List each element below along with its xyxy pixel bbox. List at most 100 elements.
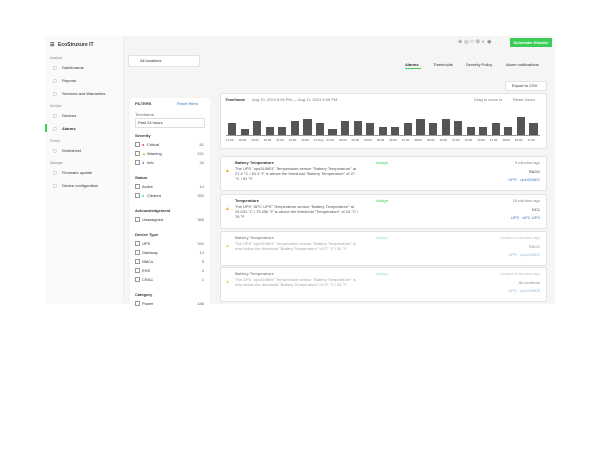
filter-count: 81 — [199, 142, 204, 147]
brand: EcoStruxure IT — [58, 42, 94, 48]
nav-item[interactable]: Devices — [62, 113, 77, 118]
filter-count: 186 — [197, 301, 204, 306]
reset-filters[interactable]: Reset filters — [177, 101, 199, 106]
timeline-label: 18:00 — [238, 138, 247, 142]
location-select[interactable] — [128, 55, 200, 67]
timeline-bar — [516, 117, 526, 135]
nav-item[interactable]: Reports — [62, 78, 77, 83]
alarm-message: The UPS "APC UPS" Temperature sensor "Ba… — [235, 204, 359, 219]
menu-icon[interactable]: ☰ — [50, 42, 55, 48]
alarm-card[interactable] — [220, 194, 547, 229]
timeline-bar — [491, 123, 500, 135]
alarm-card[interactable] — [220, 231, 547, 266]
filter-count: 352 — [197, 193, 204, 198]
assign[interactable]: Assign — [376, 198, 389, 203]
filter-option: Power — [142, 301, 154, 306]
nav-item[interactable]: Device configuration — [62, 183, 99, 188]
assign[interactable]: Assign — [376, 160, 389, 165]
timeline-label: 15:00 — [502, 138, 510, 142]
filter-count: 342 — [197, 241, 204, 246]
checkbox[interactable] — [135, 142, 140, 147]
filter-count: 14 — [199, 184, 204, 189]
timeline-label: 07:00 — [401, 138, 410, 142]
alarm-title: Battery Temperature — [235, 235, 274, 240]
nav-item[interactable]: Worksheet — [62, 148, 82, 153]
reset-zoom[interactable]: Reset Zoom — [513, 97, 535, 102]
checkbox[interactable] — [135, 160, 140, 165]
filter-group: Acknowledgement — [135, 208, 171, 213]
severity-icon: ● — [142, 193, 145, 198]
timeline-label: 19:00 — [251, 138, 259, 142]
alarm-location: RACK — [528, 169, 540, 174]
checkbox[interactable] — [135, 301, 140, 306]
alarm-device: UPS · ups319805 — [508, 288, 540, 293]
filter-option: Cleared — [147, 193, 162, 198]
assign[interactable]: Assign — [376, 271, 389, 276]
checkbox[interactable] — [135, 151, 140, 156]
timeline-bar — [328, 129, 337, 135]
timeline-label: 22:00 — [288, 138, 297, 142]
severity-icon: ● — [142, 160, 145, 165]
nav-item[interactable]: Firmware update — [62, 170, 93, 175]
timeline-label: 14:00 — [489, 138, 498, 142]
filter-option: Warning — [147, 151, 162, 156]
checkbox[interactable] — [135, 184, 140, 189]
nav-item[interactable]: Alarms — [62, 126, 76, 131]
export-button[interactable] — [505, 81, 547, 91]
tab[interactable]: Severity Policy — [466, 62, 493, 67]
filter-option: UPS — [142, 241, 151, 246]
checkbox[interactable] — [135, 241, 140, 246]
checkbox[interactable] — [135, 217, 140, 222]
timeline-label: 20:00 — [263, 138, 272, 142]
checkbox[interactable] — [135, 259, 140, 264]
assign[interactable]: Assign — [376, 235, 389, 240]
timeline-axis — [226, 135, 540, 136]
timeline-bar — [353, 121, 362, 135]
filter-option: CRAC — [142, 277, 154, 282]
checkbox[interactable] — [135, 193, 140, 198]
checkbox[interactable] — [135, 250, 140, 255]
filter-option: NMCs — [142, 259, 154, 264]
tab[interactable]: Thresholds — [433, 62, 453, 67]
alarm-card[interactable] — [220, 156, 547, 191]
alarm-device: UPS · APC UPS — [510, 215, 540, 220]
timeline-label: 01:00 — [326, 138, 334, 142]
checkbox[interactable] — [135, 268, 140, 273]
alarm-icon: ▲ — [225, 243, 230, 249]
alarm-card[interactable] — [220, 267, 547, 302]
timeline-bar — [290, 121, 299, 135]
alarm-device: UPS · ups319801 — [508, 177, 540, 182]
alarm-message: The UPS "ups319805" Temperature sensor "… — [235, 277, 356, 287]
nav-icon: ▢ — [53, 113, 57, 118]
nav-item[interactable]: Services and Warranties — [62, 91, 106, 96]
timeline-bar — [403, 123, 412, 135]
toolbar-icons[interactable]: ⊕◎□⚙◐◉ — [458, 39, 494, 45]
filter-option: Info — [147, 160, 154, 165]
timeframe-value: Past 24 hours — [138, 120, 163, 125]
sidebar — [45, 36, 124, 304]
timeline-bar — [479, 127, 488, 135]
timeline-bar — [265, 127, 274, 135]
tab[interactable]: Alarms — [405, 62, 419, 67]
timeline-label: 09:00 — [426, 138, 435, 142]
filter-option: Critical — [147, 142, 160, 147]
nav-item[interactable]: Dashboards — [62, 65, 84, 70]
nav-icon: ▢ — [53, 183, 57, 188]
timeline-label: 03:00 — [351, 138, 360, 142]
timeline-bar — [253, 121, 262, 135]
alarm-time: Cleared 8 minutes ago — [499, 271, 540, 276]
timeframe-select[interactable] — [135, 118, 205, 128]
timeline-label: 21:00 — [276, 138, 284, 142]
timeline-label: 11:00 — [452, 138, 460, 142]
filter-count: 5 — [201, 259, 204, 264]
checkbox[interactable] — [135, 277, 140, 282]
timeline-bar — [366, 123, 375, 135]
location: All locations — [140, 58, 162, 63]
timeline-bar — [378, 127, 387, 135]
timeline-range: Aug 10, 2024 5:05 PM — Aug 11, 2024 5:05… — [252, 97, 338, 102]
brand-badge: Schneider Electric — [510, 38, 552, 47]
alarm-title: Temperature — [235, 198, 259, 203]
filter-count: 4 — [201, 268, 204, 273]
export-label: Export to CSV — [512, 83, 538, 88]
tab[interactable]: Alarm notifications — [506, 62, 539, 67]
